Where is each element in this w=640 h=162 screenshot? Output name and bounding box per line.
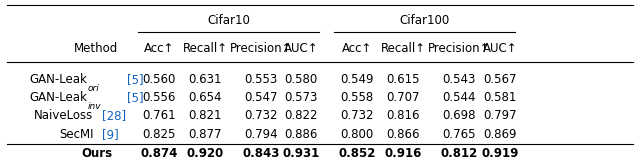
Text: 0.581: 0.581	[483, 91, 516, 104]
Text: 0.800: 0.800	[340, 128, 374, 141]
Text: 0.866: 0.866	[387, 128, 420, 141]
Text: [28]: [28]	[102, 109, 125, 122]
Text: Precision↑: Precision↑	[428, 41, 490, 55]
Text: [5]: [5]	[127, 91, 144, 104]
Text: 0.547: 0.547	[244, 91, 278, 104]
Text: 0.843: 0.843	[243, 147, 280, 160]
Text: 0.797: 0.797	[483, 109, 517, 122]
Text: 0.631: 0.631	[188, 73, 222, 86]
Text: 0.761: 0.761	[142, 109, 176, 122]
Text: 0.698: 0.698	[442, 109, 476, 122]
Text: inv: inv	[88, 102, 101, 111]
Text: Precision↑: Precision↑	[230, 41, 292, 55]
Text: 0.615: 0.615	[387, 73, 420, 86]
Text: SecMI: SecMI	[59, 128, 93, 141]
Text: 0.553: 0.553	[244, 73, 278, 86]
Text: ori: ori	[88, 84, 99, 93]
Text: 0.732: 0.732	[340, 109, 374, 122]
Text: [9]: [9]	[102, 128, 118, 141]
Text: 0.812: 0.812	[440, 147, 478, 160]
Text: Ours: Ours	[81, 147, 112, 160]
Text: 0.543: 0.543	[442, 73, 476, 86]
Text: 0.822: 0.822	[284, 109, 317, 122]
Text: 0.549: 0.549	[340, 73, 374, 86]
Text: 0.886: 0.886	[284, 128, 317, 141]
Text: GAN-Leak: GAN-Leak	[29, 91, 87, 104]
Text: 0.794: 0.794	[244, 128, 278, 141]
Text: 0.707: 0.707	[387, 91, 420, 104]
Text: 0.654: 0.654	[188, 91, 222, 104]
Text: 0.816: 0.816	[387, 109, 420, 122]
Text: 0.821: 0.821	[188, 109, 222, 122]
Text: GAN-Leak: GAN-Leak	[29, 73, 87, 86]
Text: Recall↑: Recall↑	[182, 41, 228, 55]
Text: 0.567: 0.567	[483, 73, 517, 86]
Text: Acc↑: Acc↑	[342, 41, 372, 55]
Text: [5]: [5]	[127, 73, 144, 86]
Text: Recall↑: Recall↑	[380, 41, 426, 55]
Text: 0.580: 0.580	[284, 73, 317, 86]
Text: 0.877: 0.877	[188, 128, 222, 141]
Text: 0.869: 0.869	[483, 128, 517, 141]
Text: AUC↑: AUC↑	[483, 41, 517, 55]
Text: 0.556: 0.556	[142, 91, 176, 104]
Text: Cifar10: Cifar10	[207, 14, 250, 27]
Text: 0.573: 0.573	[284, 91, 317, 104]
Text: 0.558: 0.558	[340, 91, 374, 104]
Text: NaiveLoss: NaiveLoss	[34, 109, 93, 122]
Text: 0.931: 0.931	[282, 147, 319, 160]
Text: Method: Method	[74, 41, 118, 55]
Text: 0.920: 0.920	[186, 147, 223, 160]
Text: 0.916: 0.916	[385, 147, 422, 160]
Text: 0.852: 0.852	[339, 147, 376, 160]
Text: 0.544: 0.544	[442, 91, 476, 104]
Text: 0.874: 0.874	[140, 147, 178, 160]
Text: 0.825: 0.825	[142, 128, 176, 141]
Text: Acc↑: Acc↑	[144, 41, 174, 55]
Text: Cifar100: Cifar100	[399, 14, 449, 27]
Text: 0.732: 0.732	[244, 109, 278, 122]
Text: 0.560: 0.560	[142, 73, 176, 86]
Text: 0.765: 0.765	[442, 128, 476, 141]
Text: 0.919: 0.919	[481, 147, 519, 160]
Text: AUC↑: AUC↑	[284, 41, 318, 55]
